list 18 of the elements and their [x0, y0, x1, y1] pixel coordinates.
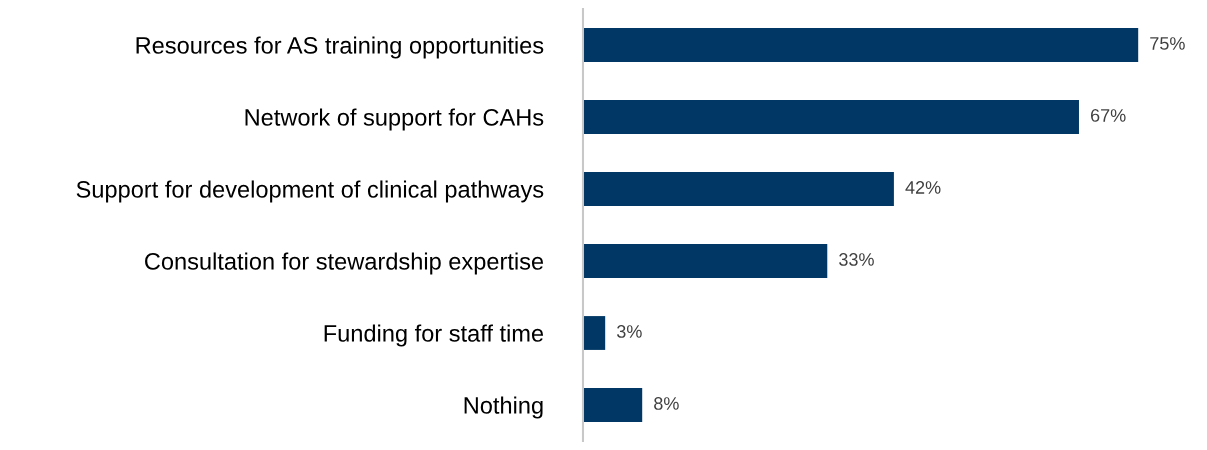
data-label: 8%: [654, 397, 679, 410]
bar: [582, 172, 894, 206]
data-label: 3%: [616, 325, 642, 338]
bar: [582, 388, 643, 422]
y-tick-label: Network of support for CAHs: [245, 108, 544, 131]
y-tick-label: Support for development of clinical pathways: [76, 180, 544, 203]
bar: [582, 316, 606, 350]
data-label: 75%: [1150, 37, 1185, 50]
bar: [582, 100, 1079, 134]
y-tick-label: Nothing: [464, 396, 543, 419]
data-label: 42%: [905, 181, 941, 194]
y-tick-label: Consultation for stewardship expertise: [145, 252, 544, 275]
bar: [582, 28, 1139, 62]
data-label: 33%: [839, 253, 874, 266]
bar: [582, 244, 828, 278]
data-label: 67%: [1091, 109, 1126, 122]
y-tick-label: Funding for staff time: [324, 324, 544, 347]
y-tick-label: Resources for AS training opportunities: [136, 36, 544, 59]
